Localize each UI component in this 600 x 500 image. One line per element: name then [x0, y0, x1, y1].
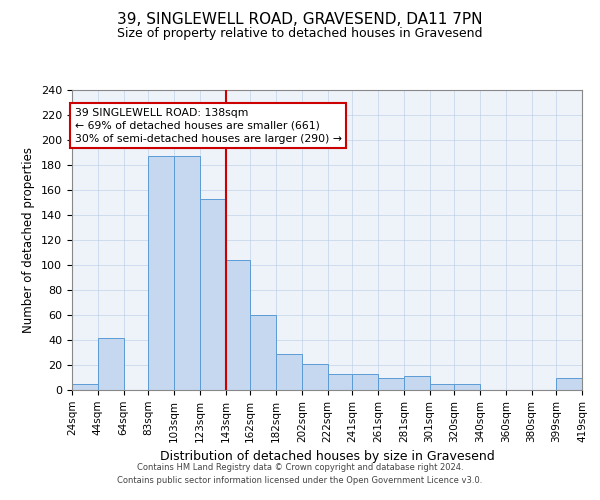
Text: 39, SINGLEWELL ROAD, GRAVESEND, DA11 7PN: 39, SINGLEWELL ROAD, GRAVESEND, DA11 7PN [117, 12, 483, 28]
Bar [328, 374, 352, 390]
Y-axis label: Number of detached properties: Number of detached properties [22, 147, 35, 333]
Text: 39 SINGLEWELL ROAD: 138sqm
← 69% of detached houses are smaller (661)
30% of sem: 39 SINGLEWELL ROAD: 138sqm ← 69% of deta… [74, 108, 341, 144]
Text: Contains public sector information licensed under the Open Government Licence v3: Contains public sector information licen… [118, 476, 482, 485]
Bar [556, 378, 582, 390]
Bar [72, 384, 98, 390]
Bar [250, 315, 276, 390]
Bar [454, 384, 480, 390]
Bar [276, 354, 302, 390]
Bar [430, 384, 454, 390]
Bar [148, 156, 174, 390]
Bar [404, 376, 430, 390]
Text: Size of property relative to detached houses in Gravesend: Size of property relative to detached ho… [117, 28, 483, 40]
Bar [352, 374, 378, 390]
Bar [200, 198, 226, 390]
X-axis label: Distribution of detached houses by size in Gravesend: Distribution of detached houses by size … [160, 450, 494, 463]
Bar [226, 260, 250, 390]
Text: Contains HM Land Registry data © Crown copyright and database right 2024.: Contains HM Land Registry data © Crown c… [137, 464, 463, 472]
Bar [174, 156, 200, 390]
Bar [378, 378, 404, 390]
Bar [302, 364, 328, 390]
Bar [98, 338, 124, 390]
